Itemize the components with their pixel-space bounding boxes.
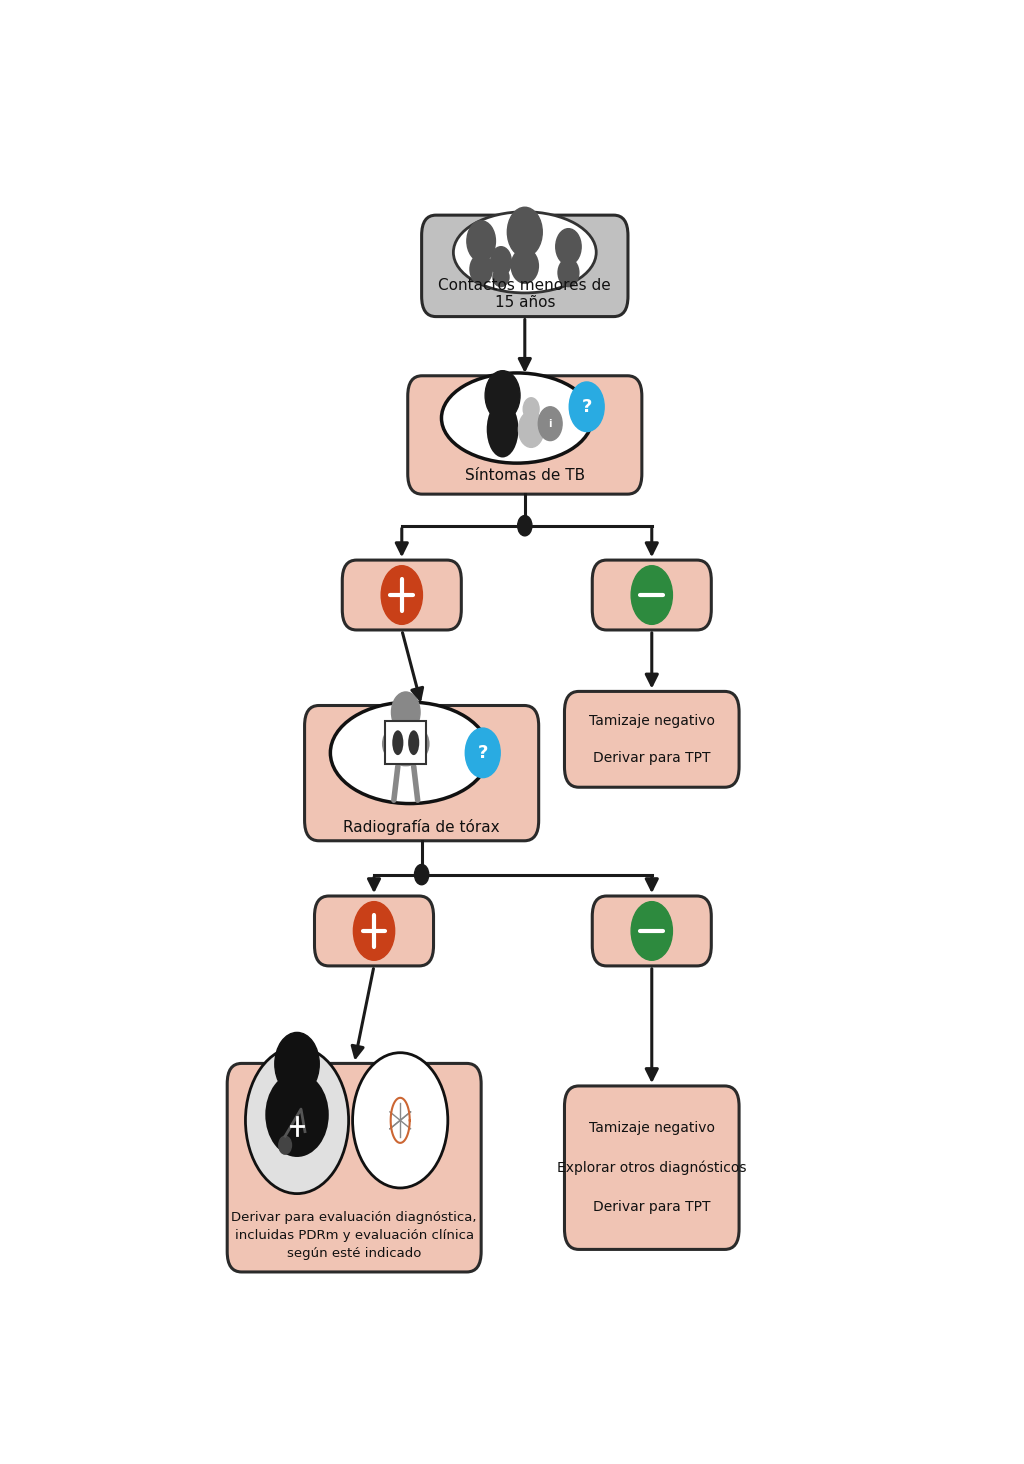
Ellipse shape xyxy=(392,731,403,755)
FancyBboxPatch shape xyxy=(564,1086,739,1249)
FancyBboxPatch shape xyxy=(592,561,712,630)
Ellipse shape xyxy=(265,1073,329,1157)
Circle shape xyxy=(467,221,496,262)
Circle shape xyxy=(465,728,500,777)
Circle shape xyxy=(507,208,543,256)
Circle shape xyxy=(274,1032,319,1095)
Text: ?: ? xyxy=(582,398,592,416)
Circle shape xyxy=(415,864,429,884)
Ellipse shape xyxy=(511,247,539,284)
Text: Tamizaje negativo

Explorar otros diagnósticos

Derivar para TPT: Tamizaje negativo Explorar otros diagnós… xyxy=(557,1121,746,1214)
Circle shape xyxy=(485,370,520,420)
Text: i: i xyxy=(549,419,552,429)
Circle shape xyxy=(569,382,604,432)
Ellipse shape xyxy=(557,258,580,287)
Ellipse shape xyxy=(331,703,489,804)
FancyBboxPatch shape xyxy=(227,1063,481,1272)
Circle shape xyxy=(391,692,420,732)
Circle shape xyxy=(279,1136,292,1154)
FancyBboxPatch shape xyxy=(408,376,642,495)
Ellipse shape xyxy=(454,212,596,293)
Text: Derivar para evaluación diagnóstica,
incluidas PDRm y evaluación clínica
según e: Derivar para evaluación diagnóstica, inc… xyxy=(231,1211,477,1261)
Circle shape xyxy=(369,1075,432,1165)
Ellipse shape xyxy=(486,401,518,457)
Ellipse shape xyxy=(469,253,494,285)
Ellipse shape xyxy=(246,1047,348,1193)
FancyBboxPatch shape xyxy=(422,215,628,316)
Text: ?: ? xyxy=(477,744,487,761)
Ellipse shape xyxy=(382,722,430,766)
Circle shape xyxy=(518,411,544,448)
FancyBboxPatch shape xyxy=(385,722,426,764)
Circle shape xyxy=(631,902,673,960)
Text: Tamizaje negativo

Derivar para TPT: Tamizaje negativo Derivar para TPT xyxy=(589,714,715,764)
Ellipse shape xyxy=(352,1053,447,1187)
Ellipse shape xyxy=(493,266,510,287)
Circle shape xyxy=(490,247,511,277)
Ellipse shape xyxy=(441,373,592,463)
FancyBboxPatch shape xyxy=(564,691,739,788)
Ellipse shape xyxy=(409,731,419,755)
Text: Radiografía de tórax: Radiografía de tórax xyxy=(343,820,500,836)
Circle shape xyxy=(539,407,562,441)
Text: Contactos menores de
15 años: Contactos menores de 15 años xyxy=(438,278,611,310)
Circle shape xyxy=(381,565,423,624)
Circle shape xyxy=(556,228,582,265)
Text: Síntomas de TB: Síntomas de TB xyxy=(465,468,585,483)
Circle shape xyxy=(631,565,673,624)
Circle shape xyxy=(523,398,539,420)
FancyBboxPatch shape xyxy=(304,706,539,840)
FancyBboxPatch shape xyxy=(592,896,712,966)
FancyBboxPatch shape xyxy=(314,896,433,966)
Circle shape xyxy=(353,902,394,960)
FancyBboxPatch shape xyxy=(342,561,461,630)
Circle shape xyxy=(518,515,531,536)
